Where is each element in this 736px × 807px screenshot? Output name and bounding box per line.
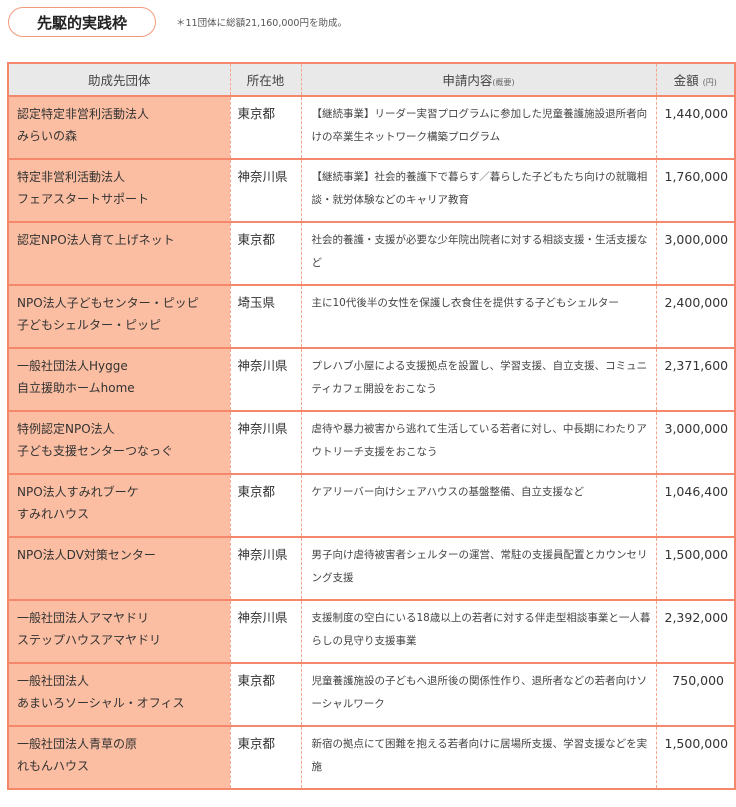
location-cell: 東京都 <box>229 725 301 789</box>
org-cell: 認定特定非営利活動法人 みらいの森 <box>7 95 230 159</box>
org-name-line: れもんハウス <box>17 759 90 773</box>
org-name-line: 子ども支援センターつなっぐ <box>17 444 174 458</box>
org-cell: 一般社団法人Hygge 自立援助ホームhome <box>7 347 230 411</box>
org-cell: 特定非営利活動法人フェアスタートサポート <box>7 158 230 222</box>
location-cell: 東京都 <box>229 221 301 285</box>
org-name-line: 子どもシェルター・ピッピ <box>17 318 162 332</box>
amount-cell: 2,392,000 <box>655 599 735 663</box>
table-row: 特定非営利活動法人フェアスタートサポート 神奈川県 【継続事業】社会的養護下で暮… <box>7 158 735 222</box>
org-cell: 認定NPO法人育て上げネット <box>7 221 230 285</box>
location-cell: 東京都 <box>229 95 301 159</box>
org-cell: NPO法人すみれブーケ すみれハウス <box>7 473 230 537</box>
table-row: 一般社団法人アマヤドリ ステップハウスアマヤドリ 神奈川県 支援制度の空白にいる1… <box>7 599 735 663</box>
amount-cell: 1,440,000 <box>655 95 735 159</box>
description-cell: 新宿の拠点にて困難を抱える若者向けに居場所支援、学習支援などを実施 <box>300 725 656 789</box>
description-cell: 虐待や暴力被害から逃れて生活している若者に対し、中長期にわたりアウトリーチ支援を… <box>300 410 656 474</box>
location-cell: 埼玉県 <box>229 284 301 348</box>
org-cell: 一般社団法人アマヤドリ ステップハウスアマヤドリ <box>7 599 230 663</box>
section-title: 先駆的実践枠 <box>8 7 156 37</box>
description-cell: 【継続事業】社会的養護下で暮らす／暮らした子どもたち向けの就職相談・就労体験など… <box>300 158 656 222</box>
table-row: 一般社団法人Hygge 自立援助ホームhome 神奈川県 プレハブ小屋による支援拠… <box>7 347 735 411</box>
location-cell: 神奈川県 <box>229 347 301 411</box>
org-name-line: 特例認定NPO法人 <box>17 422 115 436</box>
table-row: NPO法人すみれブーケ すみれハウス 東京都 ケアリーバー向けシェアハウスの基盤整… <box>7 473 735 537</box>
org-name-line: NPO法人子どもセンター・ピッピ <box>17 296 199 310</box>
table-row: 特例認定NPO法人子ども支援センターつなっぐ 神奈川県 虐待や暴力被害から逃れて… <box>7 410 735 474</box>
table-header-row: 助成先団体 所在地 申請内容(概要) 金額 (円) <box>7 63 735 96</box>
amount-cell: 2,400,000 <box>655 284 735 348</box>
amount-cell: 1,046,400 <box>655 473 735 537</box>
description-cell: 支援制度の空白にいる18歳以上の若者に対する伴走型相談事業と一人暮らしの見守り支… <box>300 599 656 663</box>
column-header-location: 所在地 <box>229 63 301 96</box>
description-cell: 男子向け虐待被害者シェルターの運営、常駐の支援員配置とカウンセリング支援 <box>300 536 656 600</box>
description-cell: 主に10代後半の女性を保護し衣食住を提供する子どもシェルター <box>300 284 656 348</box>
org-name-line: みらいの森 <box>17 129 78 143</box>
location-cell: 神奈川県 <box>229 158 301 222</box>
description-cell: 児童養護施設の子どもへ退所後の関係性作り、退所者などの若者向けソーシャルワーク <box>300 662 656 726</box>
location-cell: 東京都 <box>229 473 301 537</box>
table-row: NPO法人DV対策センター 神奈川県 男子向け虐待被害者シェルターの運営、常駐の… <box>7 536 735 600</box>
amount-cell: 1,500,000 <box>655 725 735 789</box>
org-name-line: ステップハウスアマヤドリ <box>17 633 162 647</box>
column-header-org: 助成先団体 <box>7 63 230 96</box>
section-header: 先駆的実践枠 ＊11団体に総額21,160,000円を助成。 <box>8 7 347 37</box>
amount-cell: 750,000 <box>655 662 735 726</box>
org-name-line: すみれハウス <box>17 507 90 521</box>
org-name-line: NPO法人DV対策センター <box>17 548 156 562</box>
description-cell: ケアリーバー向けシェアハウスの基盤整備、自立支援など <box>300 473 656 537</box>
org-name-line: 特定非営利活動法人 <box>17 170 126 184</box>
description-cell: プレハブ小屋による支援拠点を設置し、学習支援、自立支援、コミュニティカフェ開設を… <box>300 347 656 411</box>
org-cell: 一般社団法人青草の原 れもんハウス <box>7 725 230 789</box>
org-name-line: 一般社団法人青草の原 <box>17 737 138 751</box>
section-note: ＊11団体に総額21,160,000円を助成。 <box>176 18 347 29</box>
org-name-line: 一般社団法人Hygge <box>17 359 128 373</box>
table-row: 認定NPO法人育て上げネット 東京都 社会的養護・支援が必要な少年院出院者に対す… <box>7 221 735 285</box>
org-cell: 一般社団法人あまいろソーシャル・オフィス <box>7 662 230 726</box>
amount-cell: 3,000,000 <box>655 410 735 474</box>
org-name-line: あまいろソーシャル・オフィス <box>17 696 185 710</box>
column-header-description: 申請内容(概要) <box>300 63 656 96</box>
description-cell: 【継続事業】リーダー実習プログラムに参加した児童養護施設退所者向けの卒業生ネット… <box>300 95 656 159</box>
org-name-line: 一般社団法人アマヤドリ <box>17 611 150 625</box>
org-name-line: 認定特定非営利活動法人 <box>17 107 150 121</box>
table-row: 一般社団法人あまいろソーシャル・オフィス 東京都 児童養護施設の子どもへ退所後の… <box>7 662 735 726</box>
table-row: NPO法人子どもセンター・ピッピ 子どもシェルター・ピッピ 埼玉県 主に10代後半… <box>7 284 735 348</box>
org-name-line: 一般社団法人 <box>17 674 90 688</box>
org-cell: NPO法人子どもセンター・ピッピ 子どもシェルター・ピッピ <box>7 284 230 348</box>
amount-cell: 3,000,000 <box>655 221 735 285</box>
description-cell: 社会的養護・支援が必要な少年院出院者に対する相談支援・生活支援など <box>300 221 656 285</box>
location-cell: 神奈川県 <box>229 536 301 600</box>
org-cell: NPO法人DV対策センター <box>7 536 230 600</box>
location-cell: 神奈川県 <box>229 410 301 474</box>
table-row: 認定特定非営利活動法人 みらいの森 東京都 【継続事業】リーダー実習プログラムに参… <box>7 95 735 159</box>
location-cell: 神奈川県 <box>229 599 301 663</box>
org-name-line: NPO法人すみれブーケ <box>17 485 139 499</box>
column-header-amount: 金額 (円) <box>655 63 735 96</box>
org-name-line: フェアスタートサポート <box>17 192 150 206</box>
table-row: 一般社団法人青草の原 れもんハウス 東京都 新宿の拠点にて困難を抱える若者向けに居… <box>7 725 735 789</box>
grant-table: 助成先団体 所在地 申請内容(概要) 金額 (円) 認定特定非営利活動法人 みらい… <box>7 62 736 790</box>
org-cell: 特例認定NPO法人子ども支援センターつなっぐ <box>7 410 230 474</box>
amount-cell: 2,371,600 <box>655 347 735 411</box>
amount-cell: 1,500,000 <box>655 536 735 600</box>
amount-cell: 1,760,000 <box>655 158 735 222</box>
location-cell: 東京都 <box>229 662 301 726</box>
org-name-line: 自立援助ホームhome <box>17 381 135 395</box>
org-name-line: 認定NPO法人育て上げネット <box>17 233 175 247</box>
